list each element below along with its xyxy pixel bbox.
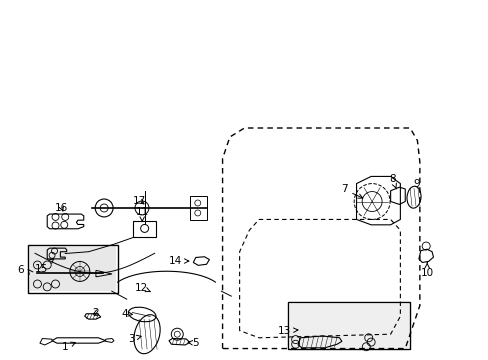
Text: 10: 10 bbox=[420, 263, 433, 278]
Text: 16: 16 bbox=[55, 203, 68, 213]
Text: 13: 13 bbox=[277, 325, 297, 336]
Bar bbox=[30, 247, 116, 291]
Text: 4: 4 bbox=[122, 309, 132, 319]
Bar bbox=[288, 302, 409, 348]
Text: 14: 14 bbox=[168, 256, 188, 266]
Text: 11: 11 bbox=[135, 207, 148, 221]
Text: 6: 6 bbox=[17, 265, 24, 275]
Bar bbox=[133, 221, 156, 237]
Text: 7: 7 bbox=[340, 184, 362, 198]
Text: 9: 9 bbox=[412, 179, 419, 189]
Text: 8: 8 bbox=[388, 174, 396, 189]
Text: 2: 2 bbox=[92, 308, 99, 318]
Text: 17: 17 bbox=[133, 196, 146, 206]
Text: 12: 12 bbox=[134, 283, 150, 293]
Bar bbox=[289, 303, 408, 347]
Text: 3: 3 bbox=[128, 334, 141, 344]
Text: 1: 1 bbox=[62, 342, 75, 352]
Text: 15: 15 bbox=[35, 259, 54, 274]
Bar bbox=[28, 244, 118, 293]
Text: 5: 5 bbox=[188, 338, 199, 348]
